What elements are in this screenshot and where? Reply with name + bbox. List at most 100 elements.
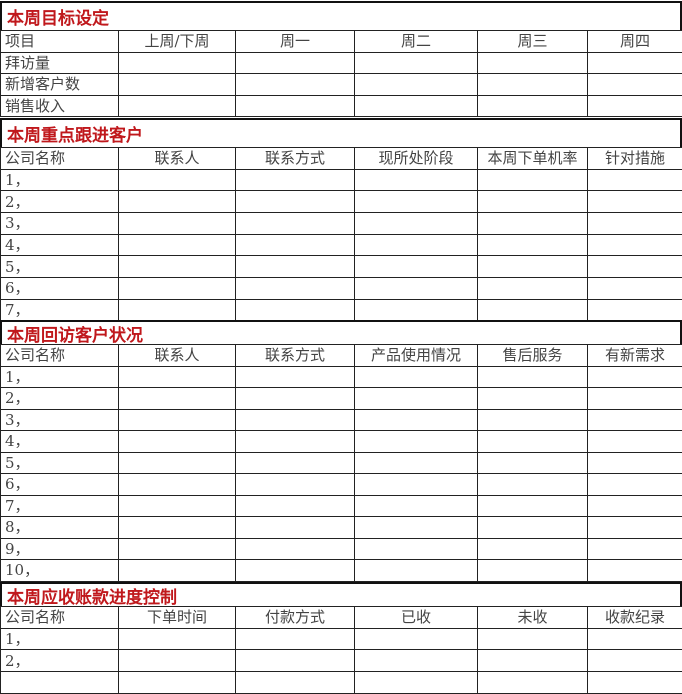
- input-cell[interactable]: [236, 191, 355, 213]
- input-cell[interactable]: [478, 560, 588, 582]
- input-cell[interactable]: [355, 452, 478, 474]
- input-cell[interactable]: [478, 495, 588, 517]
- input-cell[interactable]: [119, 517, 236, 539]
- input-cell[interactable]: [236, 452, 355, 474]
- input-cell[interactable]: [236, 169, 355, 191]
- input-cell[interactable]: [355, 388, 478, 410]
- input-cell[interactable]: [236, 74, 355, 96]
- input-cell[interactable]: [478, 169, 588, 191]
- input-cell[interactable]: [478, 234, 588, 256]
- input-cell[interactable]: [588, 299, 682, 321]
- input-cell[interactable]: [119, 495, 236, 517]
- input-cell[interactable]: [588, 366, 682, 388]
- input-cell[interactable]: [588, 431, 682, 453]
- input-cell[interactable]: [478, 299, 588, 321]
- input-cell[interactable]: [355, 538, 478, 560]
- input-cell[interactable]: [588, 52, 682, 74]
- input-cell[interactable]: [588, 169, 682, 191]
- input-cell[interactable]: [236, 234, 355, 256]
- input-cell[interactable]: [588, 95, 682, 117]
- input-cell[interactable]: [119, 474, 236, 496]
- input-cell[interactable]: [478, 213, 588, 235]
- input-cell[interactable]: [236, 431, 355, 453]
- input-cell[interactable]: [588, 538, 682, 560]
- input-cell[interactable]: [355, 628, 478, 650]
- input-cell[interactable]: [588, 672, 682, 694]
- input-cell[interactable]: [588, 560, 682, 582]
- input-cell[interactable]: [588, 452, 682, 474]
- input-cell[interactable]: [355, 299, 478, 321]
- input-cell[interactable]: [588, 256, 682, 278]
- input-cell[interactable]: [236, 409, 355, 431]
- input-cell[interactable]: [119, 431, 236, 453]
- input-cell[interactable]: [478, 452, 588, 474]
- input-cell[interactable]: [119, 628, 236, 650]
- input-cell[interactable]: [355, 495, 478, 517]
- input-cell[interactable]: [355, 169, 478, 191]
- input-cell[interactable]: [478, 517, 588, 539]
- input-cell[interactable]: [236, 628, 355, 650]
- input-cell[interactable]: [355, 213, 478, 235]
- input-cell[interactable]: [236, 388, 355, 410]
- input-cell[interactable]: [355, 409, 478, 431]
- input-cell[interactable]: [478, 672, 588, 694]
- input-cell[interactable]: [236, 560, 355, 582]
- input-cell[interactable]: [478, 650, 588, 672]
- input-cell[interactable]: [588, 474, 682, 496]
- input-cell[interactable]: [119, 256, 236, 278]
- input-cell[interactable]: [236, 299, 355, 321]
- input-cell[interactable]: [236, 278, 355, 300]
- input-cell[interactable]: [588, 191, 682, 213]
- input-cell[interactable]: [478, 52, 588, 74]
- input-cell[interactable]: [478, 95, 588, 117]
- input-cell[interactable]: [236, 650, 355, 672]
- input-cell[interactable]: [478, 409, 588, 431]
- input-cell[interactable]: [478, 538, 588, 560]
- input-cell[interactable]: [236, 366, 355, 388]
- input-cell[interactable]: [119, 278, 236, 300]
- input-cell[interactable]: [478, 366, 588, 388]
- input-cell[interactable]: [355, 191, 478, 213]
- input-cell[interactable]: [478, 628, 588, 650]
- input-cell[interactable]: [588, 234, 682, 256]
- input-cell[interactable]: [236, 52, 355, 74]
- input-cell[interactable]: [119, 538, 236, 560]
- input-cell[interactable]: [119, 169, 236, 191]
- input-cell[interactable]: [119, 95, 236, 117]
- input-cell[interactable]: [355, 672, 478, 694]
- input-cell[interactable]: [236, 256, 355, 278]
- input-cell[interactable]: [119, 74, 236, 96]
- input-cell[interactable]: [236, 474, 355, 496]
- input-cell[interactable]: [478, 191, 588, 213]
- input-cell[interactable]: [119, 560, 236, 582]
- input-cell[interactable]: [588, 409, 682, 431]
- input-cell[interactable]: [478, 278, 588, 300]
- input-cell[interactable]: [355, 560, 478, 582]
- input-cell[interactable]: [236, 672, 355, 694]
- input-cell[interactable]: [119, 650, 236, 672]
- input-cell[interactable]: [588, 517, 682, 539]
- input-cell[interactable]: [119, 366, 236, 388]
- input-cell[interactable]: [355, 256, 478, 278]
- input-cell[interactable]: [355, 431, 478, 453]
- input-cell[interactable]: [478, 74, 588, 96]
- input-cell[interactable]: [478, 388, 588, 410]
- input-cell[interactable]: [588, 628, 682, 650]
- input-cell[interactable]: [119, 388, 236, 410]
- input-cell[interactable]: [355, 234, 478, 256]
- input-cell[interactable]: [355, 74, 478, 96]
- input-cell[interactable]: [236, 538, 355, 560]
- input-cell[interactable]: [478, 256, 588, 278]
- input-cell[interactable]: [236, 495, 355, 517]
- input-cell[interactable]: [236, 95, 355, 117]
- input-cell[interactable]: [355, 95, 478, 117]
- input-cell[interactable]: [355, 366, 478, 388]
- input-cell[interactable]: [478, 431, 588, 453]
- input-cell[interactable]: [236, 517, 355, 539]
- input-cell[interactable]: [119, 452, 236, 474]
- input-cell[interactable]: [119, 672, 236, 694]
- input-cell[interactable]: [119, 234, 236, 256]
- input-cell[interactable]: [588, 650, 682, 672]
- input-cell[interactable]: [355, 278, 478, 300]
- input-cell[interactable]: [588, 278, 682, 300]
